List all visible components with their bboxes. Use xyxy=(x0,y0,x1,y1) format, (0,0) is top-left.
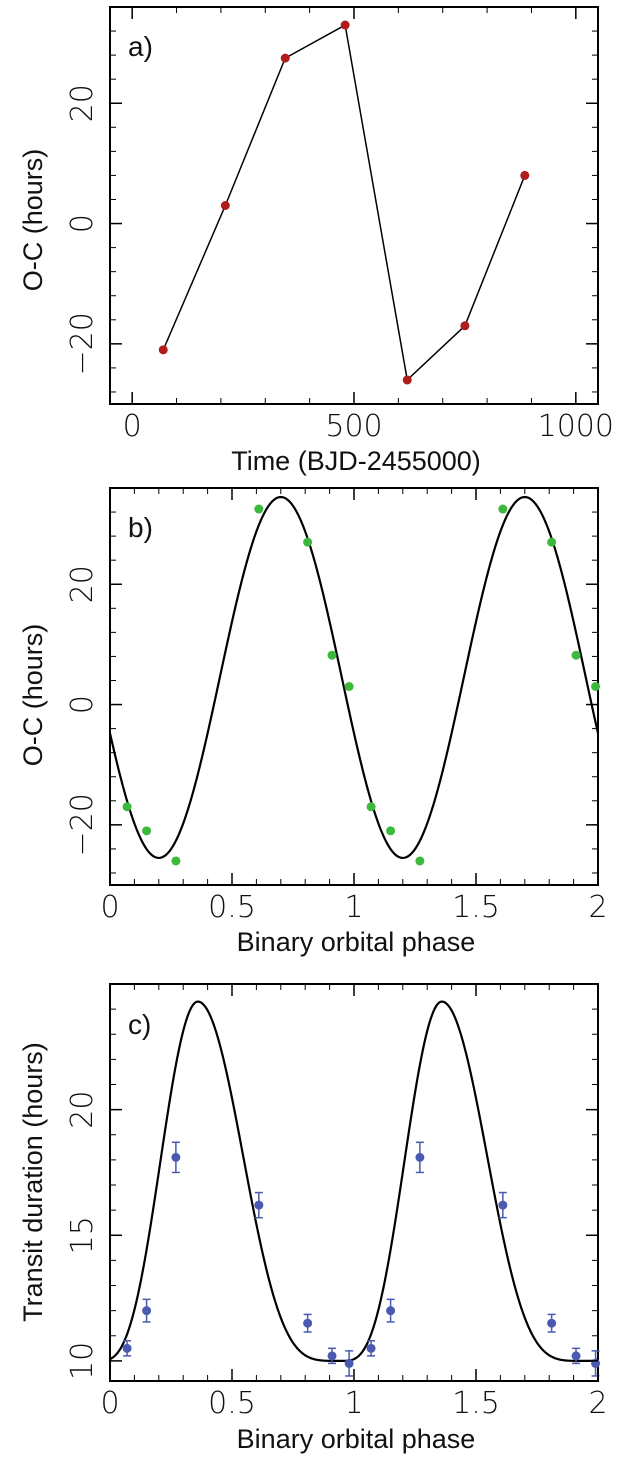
data-point-a xyxy=(158,345,168,355)
x-tick-label-c: 0.5 xyxy=(208,1386,256,1421)
y-tick-label-b: 20 xyxy=(65,565,100,603)
data-point-b xyxy=(122,802,132,812)
data-point-b xyxy=(591,682,601,691)
data-point-c xyxy=(254,1200,264,1210)
y-tick-label-c: 10 xyxy=(65,1342,100,1380)
y-axis-label-c: Transit duration (hours) xyxy=(18,1042,48,1322)
x-axis-label-a: Time (BJD-2455000) xyxy=(231,446,481,476)
y-tick-label-a: −20 xyxy=(65,312,100,375)
x-tick-label-b: 1.5 xyxy=(452,890,500,925)
x-axis-label-b: Binary orbital phase xyxy=(237,927,476,957)
data-point-a xyxy=(220,201,230,210)
tick-layer-a: 0 500 1000 −20 0 20 xyxy=(65,6,614,444)
y-tick-label-b: −20 xyxy=(65,793,100,856)
model-curve-c xyxy=(110,1000,598,1362)
plot-frame-a xyxy=(109,6,599,405)
y-axis-label-b: O-C (hours) xyxy=(18,624,48,767)
data-point-b xyxy=(254,504,264,514)
data-point-c xyxy=(303,1318,313,1328)
plot-frame-c xyxy=(109,983,599,1382)
data-point-a xyxy=(520,170,530,180)
panel-label-b: b) xyxy=(128,512,153,543)
series-layer-b xyxy=(110,495,601,866)
y-tick-label-b: 0 xyxy=(65,695,100,714)
x-tick-label-b: 2 xyxy=(588,890,607,925)
data-point-c xyxy=(122,1343,132,1353)
model-curve-b xyxy=(110,495,598,860)
data-point-c xyxy=(344,1358,354,1368)
series-layer-c xyxy=(110,1000,601,1377)
data-point-b xyxy=(344,682,354,691)
data-point-c xyxy=(142,1306,152,1316)
series-layer-a xyxy=(158,20,530,385)
data-point-c xyxy=(547,1318,557,1328)
data-point-a xyxy=(402,375,412,385)
data-point-c xyxy=(571,1351,581,1361)
y-tick-label-c: 20 xyxy=(65,1091,100,1129)
data-point-b xyxy=(142,826,152,836)
x-tick-label-b: 1 xyxy=(344,890,363,925)
x-tick-label-c: 2 xyxy=(588,1386,607,1421)
y-tick-label-c: 15 xyxy=(65,1216,100,1254)
x-tick-label-b: 0 xyxy=(100,890,119,925)
series-line-a xyxy=(162,23,526,382)
data-point-b xyxy=(498,504,508,514)
tick-layer-c: 0 0.5 1 1.5 2 10 15 20 xyxy=(65,983,608,1421)
data-point-a xyxy=(280,53,290,63)
x-tick-label-b: 0.5 xyxy=(208,890,256,925)
x-tick-label-c: 0 xyxy=(100,1386,119,1421)
data-point-b xyxy=(386,826,396,836)
data-point-b xyxy=(415,856,425,866)
data-point-c xyxy=(498,1200,508,1210)
x-axis-label-c: Binary orbital phase xyxy=(237,1424,476,1454)
panel-label-a: a) xyxy=(128,31,153,62)
data-point-b xyxy=(327,650,337,660)
x-tick-label-c: 1 xyxy=(344,1386,363,1421)
data-point-b xyxy=(303,537,313,547)
data-point-b xyxy=(547,537,557,547)
panel-label-c: c) xyxy=(128,1009,151,1040)
y-axis-label-a: O-C (hours) xyxy=(18,149,48,292)
panel-a: 0 500 1000 −20 0 20 a) Time (BJD-2455000) O-C… xyxy=(18,6,614,476)
x-tick-label-a: 0 xyxy=(123,409,142,444)
data-point-c xyxy=(171,1152,181,1162)
data-point-a xyxy=(460,321,470,331)
data-point-b xyxy=(171,856,181,866)
x-tick-label-a: 1000 xyxy=(538,409,614,444)
data-point-b xyxy=(571,650,581,660)
x-tick-label-c: 1.5 xyxy=(452,1386,500,1421)
x-tick-label-a: 500 xyxy=(325,409,382,444)
data-point-c xyxy=(415,1152,425,1162)
data-point-c xyxy=(327,1351,337,1361)
data-point-b xyxy=(366,802,376,812)
y-tick-label-a: 0 xyxy=(65,214,100,233)
data-point-a xyxy=(340,20,350,30)
data-point-c xyxy=(366,1343,376,1353)
data-point-c xyxy=(386,1306,396,1316)
y-tick-label-a: 20 xyxy=(65,84,100,122)
